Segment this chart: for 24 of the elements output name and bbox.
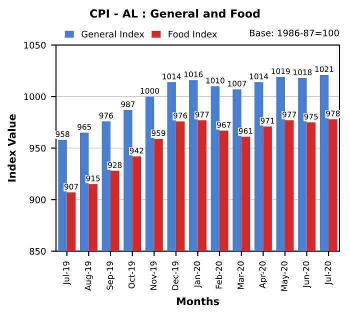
- legend-label: General Index: [82, 30, 144, 38]
- y-tick-label: 1000: [24, 93, 46, 100]
- x-tick-label: Mar-20: [237, 261, 244, 289]
- x-tick-label: Jan-20: [194, 261, 202, 288]
- x-tick-label: Feb-20: [216, 261, 222, 288]
- x-tick-label: Sep-19: [106, 261, 115, 290]
- x-tick-label: Jun-20: [302, 261, 311, 288]
- x-tick-label: Apr-20: [259, 261, 268, 288]
- y-tick-label: 950: [30, 144, 46, 152]
- x-tick-label: Nov-19: [150, 261, 157, 290]
- text: Base: 1986-87=100: [250, 30, 339, 36]
- x-tick-label: May-20: [281, 261, 290, 291]
- y-tick-label: 850: [30, 248, 46, 255]
- legend-label: Food Index: [168, 30, 217, 38]
- x-tick-label: Oct-19: [128, 261, 135, 288]
- y-axis-title: Index Value: [8, 114, 16, 182]
- x-tick-label: Jul-19: [62, 261, 71, 285]
- x-tick-label: Dec-19: [172, 261, 178, 290]
- x-axis-title: Months: [176, 297, 220, 306]
- x-tick-label: Aug-19: [84, 261, 93, 291]
- y-tick-label: 1050: [24, 42, 46, 49]
- chart-title: CPI - AL : General and Food: [90, 9, 260, 18]
- x-tick-label: Jul-20: [324, 261, 333, 285]
- y-tick-label: 900: [30, 196, 46, 204]
